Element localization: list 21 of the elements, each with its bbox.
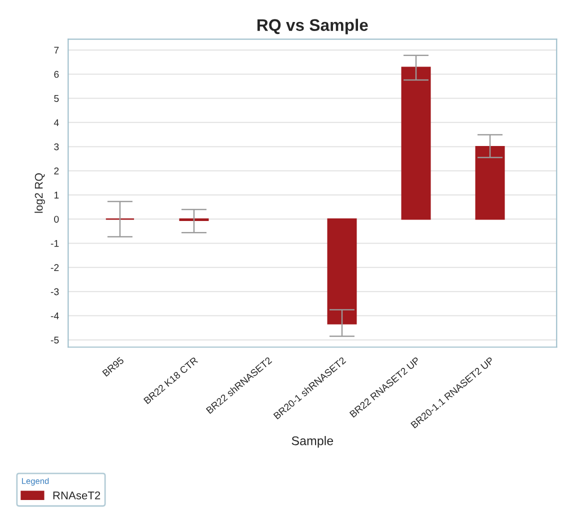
y-tick-label: -4 bbox=[50, 312, 59, 320]
y-tick-label: 3 bbox=[54, 143, 59, 150]
y-tick-label: 0 bbox=[54, 216, 59, 223]
legend-title: Legend bbox=[22, 478, 49, 486]
y-tick-label: -2 bbox=[50, 264, 59, 271]
chart-title: RQ vs Sample bbox=[257, 18, 368, 34]
y-axis-title: log2 RQ bbox=[34, 173, 45, 213]
bar bbox=[327, 218, 357, 324]
y-tick-label: 2 bbox=[54, 168, 59, 174]
y-tick-label: 7 bbox=[54, 46, 59, 54]
x-axis-title: Sample bbox=[292, 436, 334, 448]
y-tick-label: -3 bbox=[50, 288, 59, 296]
bar bbox=[475, 146, 505, 220]
y-tick-label: 4 bbox=[54, 119, 59, 126]
y-tick-label: -1 bbox=[50, 240, 59, 247]
bar bbox=[401, 66, 431, 220]
y-tick-label: -5 bbox=[50, 336, 59, 344]
y-tick-label: 6 bbox=[54, 70, 59, 78]
y-tick-label: 5 bbox=[54, 95, 59, 102]
y-tick-label: 1 bbox=[54, 192, 59, 198]
legend-label: RNAseT2 bbox=[53, 491, 100, 500]
